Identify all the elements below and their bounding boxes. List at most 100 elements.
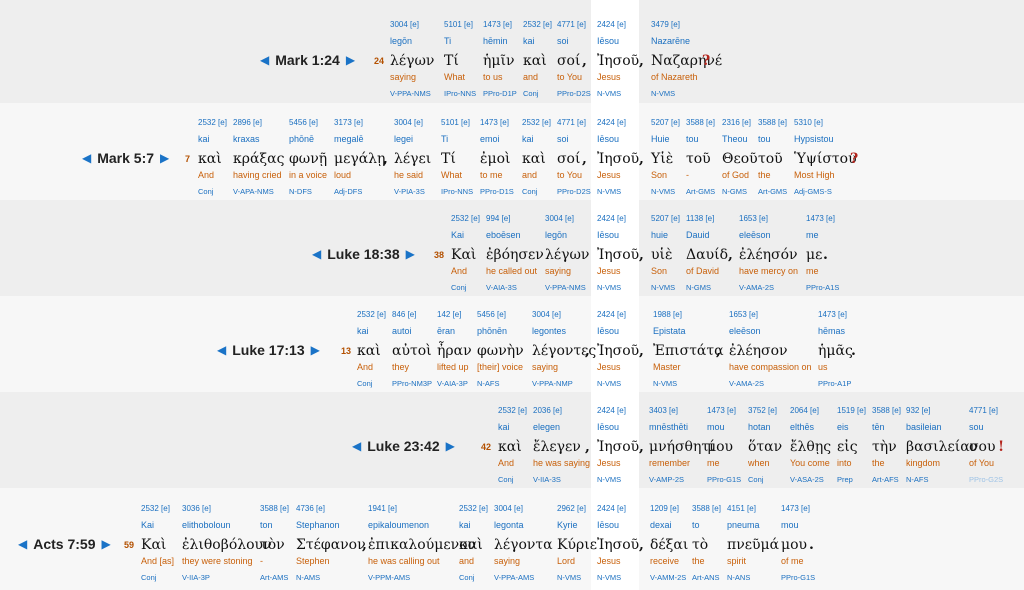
strongs-number[interactable]: 2316 [e] <box>722 118 751 127</box>
strongs-number[interactable]: 932 [e] <box>906 406 931 415</box>
parsing-code[interactable]: V-AMA-2S <box>739 283 775 292</box>
strongs-number[interactable]: 3004 [e] <box>545 214 574 223</box>
verse-reference-link[interactable]: Luke 18:38 <box>327 246 400 262</box>
parsing-code[interactable]: N-VMS <box>651 187 676 196</box>
strongs-number[interactable]: 1941 [e] <box>368 504 397 513</box>
parsing-code[interactable]: Adj-GMS-S <box>794 187 832 196</box>
strongs-number[interactable]: 3004 [e] <box>494 504 523 513</box>
parsing-code[interactable]: Conj <box>748 475 764 484</box>
parsing-code[interactable]: Prep <box>837 475 853 484</box>
strongs-number[interactable]: 3004 [e] <box>532 310 561 319</box>
parsing-code[interactable]: Art-AMS <box>260 573 289 582</box>
strongs-number[interactable]: 5310 [e] <box>794 118 823 127</box>
parsing-code[interactable]: Conj <box>523 89 539 98</box>
parsing-code[interactable]: N-VMS <box>651 89 676 98</box>
parsing-code[interactable]: IPro-NNS <box>444 89 477 98</box>
strongs-number[interactable]: 3004 [e] <box>390 20 419 29</box>
strongs-number[interactable]: 5207 [e] <box>651 118 680 127</box>
strongs-number[interactable]: 3036 [e] <box>182 504 211 513</box>
strongs-number[interactable]: 846 [e] <box>392 310 417 319</box>
prev-arrow-icon[interactable]: ◀ <box>312 247 322 261</box>
parsing-code[interactable]: PPro-D1P <box>483 89 517 98</box>
strongs-number[interactable]: 2532 [e] <box>357 310 386 319</box>
verse-reference-link[interactable]: Acts 7:59 <box>33 536 96 552</box>
strongs-number[interactable]: 142 [e] <box>437 310 462 319</box>
verse-reference-link[interactable]: Luke 17:13 <box>232 342 305 358</box>
parsing-code[interactable]: N-VMS <box>597 379 622 388</box>
parsing-code[interactable]: PPro-D1S <box>480 187 514 196</box>
parsing-code[interactable]: V-AMA-2S <box>729 379 765 388</box>
strongs-number[interactable]: 1473 [e] <box>480 118 509 127</box>
strongs-number[interactable]: 2424 [e] <box>597 310 626 319</box>
parsing-code[interactable]: V-PPA-NMS <box>390 89 431 98</box>
verse-reference-link[interactable]: Mark 1:24 <box>275 52 340 68</box>
parsing-code[interactable]: V-AIA-3S <box>486 283 517 292</box>
next-arrow-icon[interactable]: ▶ <box>160 151 170 165</box>
prev-arrow-icon[interactable]: ◀ <box>82 151 92 165</box>
strongs-number[interactable]: 1473 [e] <box>818 310 847 319</box>
strongs-number[interactable]: 4771 [e] <box>557 118 586 127</box>
strongs-number[interactable]: 1473 [e] <box>707 406 736 415</box>
strongs-number[interactable]: 2424 [e] <box>597 118 626 127</box>
strongs-number[interactable]: 3588 [e] <box>872 406 901 415</box>
strongs-number[interactable]: 2424 [e] <box>597 214 626 223</box>
parsing-code[interactable]: N-VMS <box>597 475 622 484</box>
parsing-code[interactable]: PPro-G1S <box>707 475 742 484</box>
parsing-code[interactable]: V-AMM-2S <box>650 573 687 582</box>
strongs-number[interactable]: 2532 [e] <box>498 406 527 415</box>
parsing-code[interactable]: N-VMS <box>597 89 622 98</box>
strongs-number[interactable]: 2532 [e] <box>141 504 170 513</box>
parsing-code[interactable]: N-ANS <box>727 573 751 582</box>
parsing-code[interactable]: N-GMS <box>722 187 747 196</box>
strongs-number[interactable]: 2896 [e] <box>233 118 262 127</box>
strongs-number[interactable]: 1653 [e] <box>739 214 768 223</box>
verse-reference-link[interactable]: Luke 23:42 <box>367 438 440 454</box>
parsing-code[interactable]: N-VMS <box>597 187 622 196</box>
strongs-number[interactable]: 5456 [e] <box>289 118 318 127</box>
parsing-code[interactable]: IPro-NNS <box>441 187 474 196</box>
strongs-number[interactable]: 2962 [e] <box>557 504 586 513</box>
parsing-code[interactable]: PPro-D2S <box>557 89 591 98</box>
strongs-number[interactable]: 1519 [e] <box>837 406 866 415</box>
parsing-code[interactable]: Art-GMS <box>686 187 716 196</box>
strongs-number[interactable]: 2064 [e] <box>790 406 819 415</box>
strongs-number[interactable]: 1473 [e] <box>483 20 512 29</box>
next-arrow-icon[interactable]: ▶ <box>445 439 455 453</box>
parsing-code[interactable]: Conj <box>451 283 467 292</box>
parsing-code[interactable]: N-VMS <box>597 283 622 292</box>
strongs-number[interactable]: 2532 [e] <box>451 214 480 223</box>
strongs-number[interactable]: 3588 [e] <box>758 118 787 127</box>
strongs-number[interactable]: 4771 [e] <box>557 20 586 29</box>
parsing-code[interactable]: V-PPM-AMS <box>368 573 411 582</box>
strongs-number[interactable]: 4771 [e] <box>969 406 998 415</box>
strongs-number[interactable]: 5207 [e] <box>651 214 680 223</box>
next-arrow-icon[interactable]: ▶ <box>310 343 320 357</box>
parsing-code[interactable]: Adj-DFS <box>334 187 363 196</box>
parsing-code[interactable]: N-AMS <box>296 573 321 582</box>
parsing-code[interactable]: N-VMS <box>557 573 582 582</box>
strongs-number[interactable]: 2424 [e] <box>597 504 626 513</box>
parsing-code[interactable]: PPro-D2S <box>557 187 591 196</box>
strongs-number[interactable]: 2532 [e] <box>198 118 227 127</box>
strongs-number[interactable]: 2532 [e] <box>523 20 552 29</box>
parsing-code[interactable]: V-PPA-AMS <box>494 573 535 582</box>
strongs-number[interactable]: 3173 [e] <box>334 118 363 127</box>
parsing-code[interactable]: N-AFS <box>477 379 500 388</box>
next-arrow-icon[interactable]: ▶ <box>101 537 111 551</box>
parsing-code[interactable]: N-DFS <box>289 187 312 196</box>
parsing-code[interactable]: V-IIA-3P <box>182 573 210 582</box>
parsing-code[interactable]: N-AFS <box>906 475 929 484</box>
strongs-number[interactable]: 3588 [e] <box>692 504 721 513</box>
parsing-code[interactable]: Art-ANS <box>692 573 720 582</box>
strongs-number[interactable]: 2532 [e] <box>459 504 488 513</box>
strongs-number[interactable]: 2532 [e] <box>522 118 551 127</box>
parsing-code[interactable]: Art-GMS <box>758 187 788 196</box>
strongs-number[interactable]: 4736 [e] <box>296 504 325 513</box>
strongs-number[interactable]: 3752 [e] <box>748 406 777 415</box>
parsing-code[interactable]: PPro-A1S <box>806 283 840 292</box>
strongs-number[interactable]: 5456 [e] <box>477 310 506 319</box>
parsing-code[interactable]: V-ASA-2S <box>790 475 824 484</box>
parsing-code[interactable]: N-VMS <box>651 283 676 292</box>
parsing-code[interactable]: Art-AFS <box>872 475 899 484</box>
parsing-code[interactable]: Conj <box>522 187 538 196</box>
